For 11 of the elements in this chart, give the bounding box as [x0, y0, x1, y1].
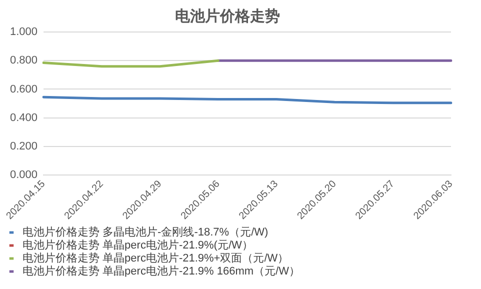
- chart-title: 电池片价格走势: [175, 8, 280, 26]
- y-tick-label: 0.600: [10, 83, 38, 96]
- y-tick-label: 1.000: [10, 26, 38, 38]
- y-tick-label: 0.200: [10, 140, 38, 153]
- legend-label: 电池片价格走势 单晶perc电池片-21.9% 166mm（元/W）: [22, 264, 300, 278]
- y-tick-label: 0.800: [10, 54, 38, 67]
- y-tick-label: 0.000: [10, 169, 38, 182]
- legend-label: 电池片价格走势 单晶perc电池片-21.9%(元/W）: [22, 238, 253, 252]
- y-tick-label: 0.400: [10, 112, 38, 124]
- legend-label: 电池片价格走势 单晶perc电池片-21.9%+双面（元/W）: [22, 252, 289, 265]
- legend-label: 电池片价格走势 多晶电池片-金刚线-18.7%（元/W): [22, 226, 268, 239]
